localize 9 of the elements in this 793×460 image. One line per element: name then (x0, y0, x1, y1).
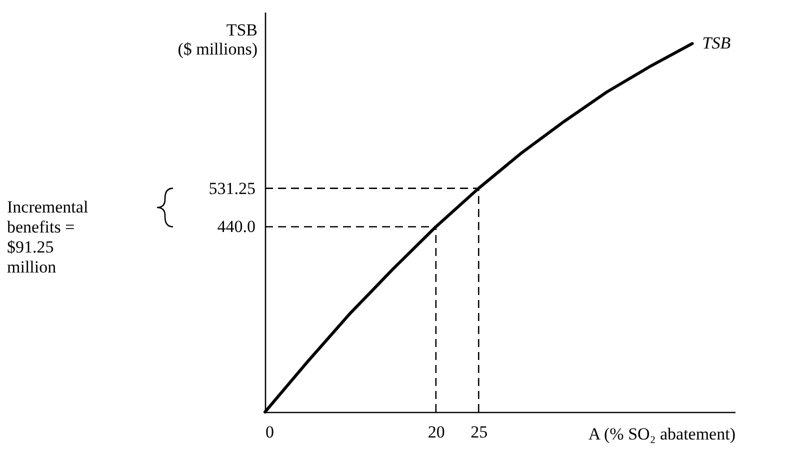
x-tick-label: 0 (266, 422, 274, 442)
x-tick-label: 25 (470, 422, 488, 442)
y-tick-label: 440.0 (217, 217, 256, 236)
y-axis-title: TSB ($ millions) (178, 20, 258, 58)
x-tick-label: 20 (428, 422, 445, 442)
text: Incremental benefits = $91.25 million (7, 198, 88, 277)
x-axis-title: A (% SO₂ abatement) (588, 424, 736, 444)
series-label: TSB (702, 34, 732, 53)
y-tick-label: 531.25 (208, 178, 256, 198)
